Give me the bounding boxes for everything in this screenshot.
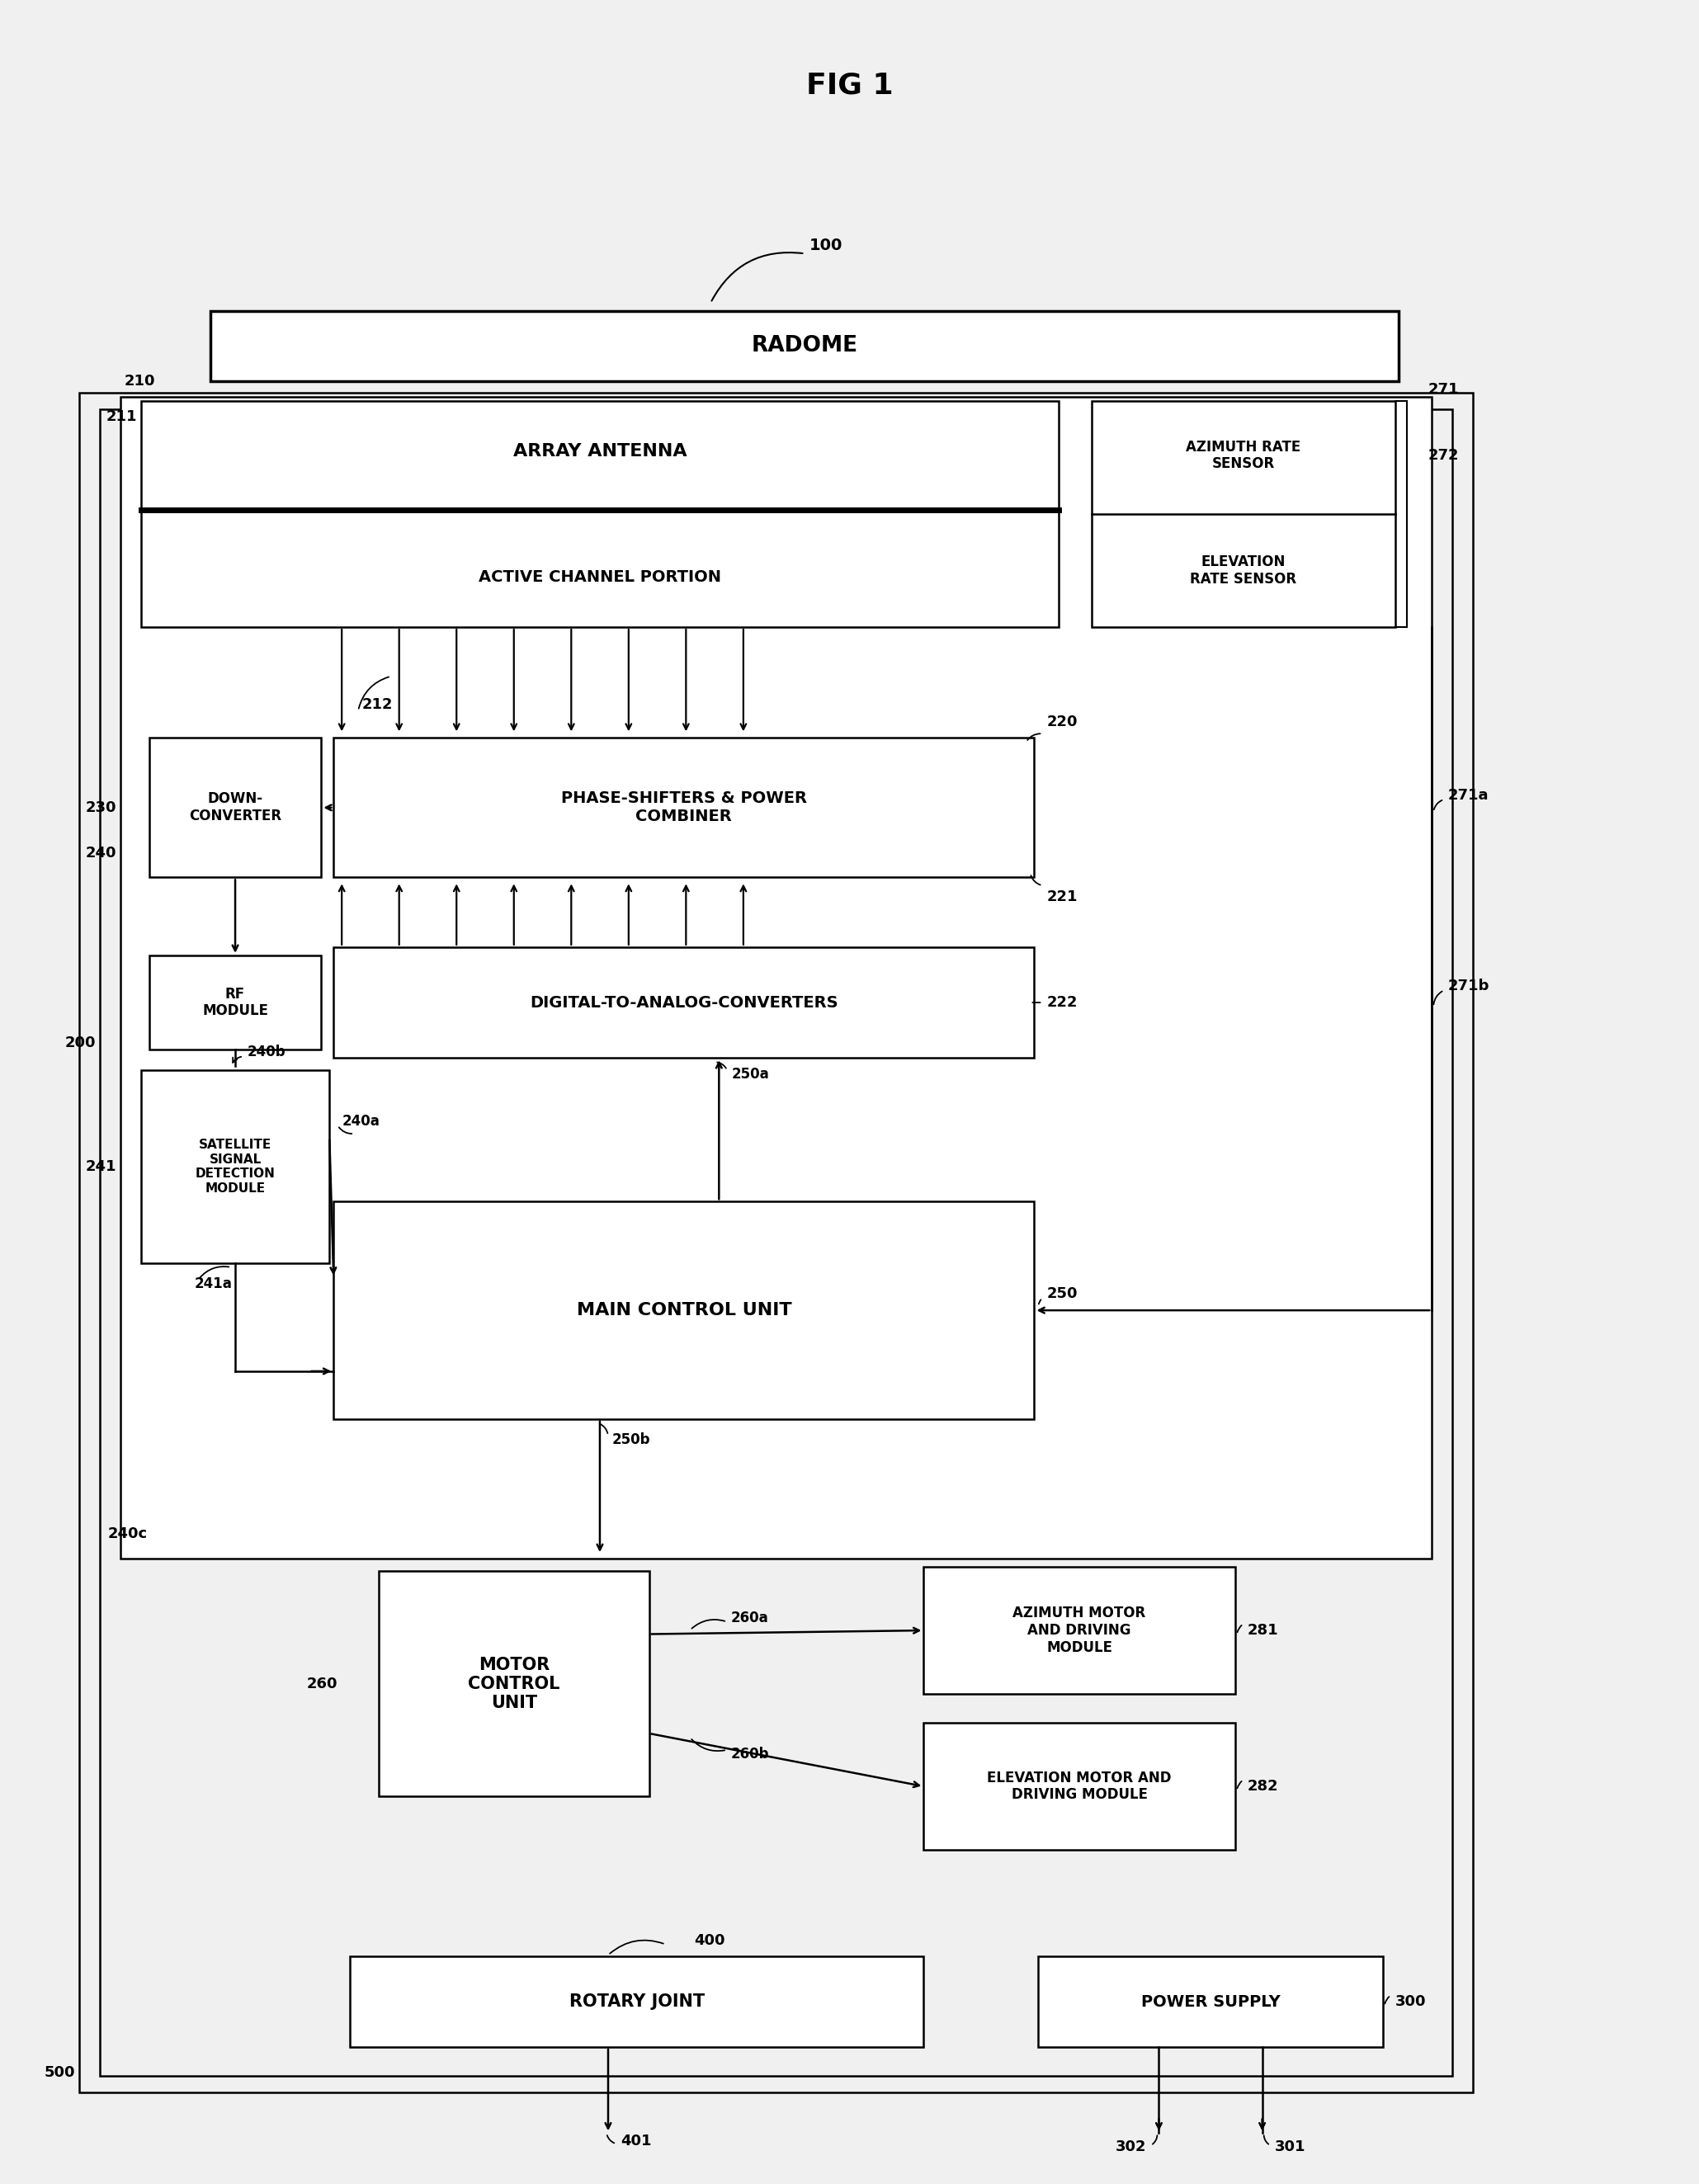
Text: FIG 1: FIG 1 [805,72,894,98]
Bar [141,1070,330,1262]
Bar [150,738,321,878]
Text: PHASE-SHIFTERS & POWER
COMBINER: PHASE-SHIFTERS & POWER COMBINER [561,791,807,826]
Bar [121,397,1432,1559]
Text: RF
MODULE: RF MODULE [202,987,268,1018]
FancyArrowPatch shape [1237,1625,1242,1631]
Bar [924,1566,1235,1695]
FancyArrowPatch shape [607,2136,613,2143]
Text: ROTARY JOINT: ROTARY JOINT [569,1994,705,2009]
Text: ELEVATION
RATE SENSOR: ELEVATION RATE SENSOR [1189,555,1296,587]
Text: 100: 100 [809,238,843,253]
FancyArrowPatch shape [712,253,802,301]
Bar [1038,1957,1383,2046]
Text: DOWN-
CONVERTER: DOWN- CONVERTER [189,791,282,823]
Text: AZIMUTH MOTOR
AND DRIVING
MODULE: AZIMUTH MOTOR AND DRIVING MODULE [1013,1605,1145,1655]
Bar [379,1570,649,1797]
FancyArrowPatch shape [610,1939,663,1952]
Text: 301: 301 [1274,2140,1305,2153]
Text: 240b: 240b [248,1044,285,1059]
FancyArrowPatch shape [717,1061,725,1068]
Text: 260b: 260b [731,1747,770,1760]
FancyArrowPatch shape [358,677,389,708]
Text: 211: 211 [105,411,138,424]
Bar [350,1957,924,2046]
Text: 250b: 250b [612,1433,651,1448]
Text: 200: 200 [65,1035,95,1051]
FancyArrowPatch shape [1038,1299,1041,1304]
Text: 240a: 240a [341,1114,379,1129]
Bar [1092,402,1395,627]
Bar [333,738,1035,878]
Text: MOTOR
CONTROL
UNIT: MOTOR CONTROL UNIT [467,1655,561,1710]
FancyArrowPatch shape [691,1738,725,1752]
Text: 401: 401 [620,2134,651,2149]
FancyArrowPatch shape [1264,2136,1269,2145]
Text: ARRAY ANTENNA: ARRAY ANTENNA [513,443,686,459]
Text: 230: 230 [85,799,116,815]
FancyArrowPatch shape [1434,992,1442,1005]
Text: 302: 302 [1116,2140,1147,2153]
Text: MAIN CONTROL UNIT: MAIN CONTROL UNIT [576,1302,792,1319]
Text: ELEVATION MOTOR AND
DRIVING MODULE: ELEVATION MOTOR AND DRIVING MODULE [987,1771,1172,1802]
Text: 271: 271 [1427,382,1459,397]
Text: ACTIVE CHANNEL PORTION: ACTIVE CHANNEL PORTION [479,570,722,585]
FancyArrowPatch shape [691,1621,725,1629]
FancyArrowPatch shape [600,1424,608,1433]
Text: 241: 241 [85,1160,116,1175]
FancyArrowPatch shape [1031,876,1040,885]
Text: 240c: 240c [109,1527,148,1542]
Text: 241a: 241a [194,1275,233,1291]
Text: 220: 220 [1047,714,1077,729]
Text: 271b: 271b [1448,978,1490,994]
Text: 500: 500 [44,2064,75,2079]
Text: 300: 300 [1395,1994,1425,2009]
Text: 281: 281 [1247,1623,1278,1638]
FancyArrowPatch shape [200,1267,229,1278]
Text: 260: 260 [308,1677,338,1690]
Text: 272: 272 [1427,448,1459,463]
FancyArrowPatch shape [1152,2136,1157,2145]
Text: 240: 240 [85,845,116,860]
Text: DIGITAL-TO-ANALOG-CONVERTERS: DIGITAL-TO-ANALOG-CONVERTERS [530,994,838,1011]
Text: POWER SUPPLY: POWER SUPPLY [1142,1994,1279,2009]
FancyArrowPatch shape [1237,1782,1242,1789]
Bar [100,411,1453,2075]
Bar [333,948,1035,1057]
FancyArrowPatch shape [233,1057,241,1064]
Text: 260a: 260a [731,1610,770,1625]
Bar [141,402,1058,627]
Text: AZIMUTH RATE
SENSOR: AZIMUTH RATE SENSOR [1186,439,1301,472]
FancyArrowPatch shape [1385,1996,1390,2003]
Bar [924,1723,1235,1850]
Text: RADOME: RADOME [751,334,858,356]
FancyArrowPatch shape [1434,799,1442,810]
Text: 250: 250 [1047,1286,1077,1302]
Text: 212: 212 [362,697,392,712]
Text: 221: 221 [1047,889,1077,904]
Text: 400: 400 [695,1933,725,1948]
Text: 250a: 250a [731,1068,770,1081]
FancyArrowPatch shape [340,1127,352,1133]
Bar [333,1201,1035,1420]
Text: 282: 282 [1247,1780,1278,1793]
Text: SATELLITE
SIGNAL
DETECTION
MODULE: SATELLITE SIGNAL DETECTION MODULE [195,1140,275,1195]
Bar [150,954,321,1051]
Text: 222: 222 [1047,996,1077,1009]
Bar [211,310,1398,380]
Bar [80,393,1473,2092]
Text: 210: 210 [124,373,156,389]
Text: 271a: 271a [1448,788,1488,804]
FancyArrowPatch shape [1028,734,1040,740]
